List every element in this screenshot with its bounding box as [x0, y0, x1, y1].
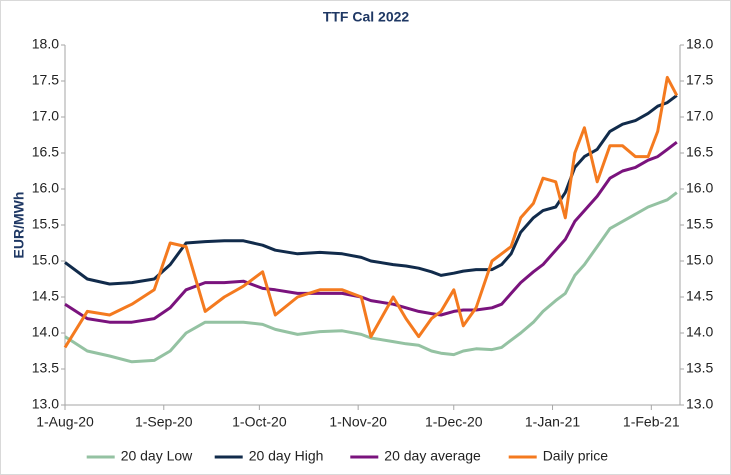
y2-tick-label: 18.0 — [686, 36, 713, 52]
x-tick-label: 1-Aug-20 — [36, 414, 94, 430]
legend-label: 20 day Low — [121, 448, 193, 464]
legend-label: Daily price — [543, 448, 609, 464]
y2-tick-label: 13.5 — [686, 360, 713, 376]
y-tick-label: 13.5 — [32, 360, 59, 376]
y-tick-label: 13.0 — [32, 396, 59, 412]
y2-tick-label: 14.5 — [686, 288, 713, 304]
y-tick-label: 16.5 — [32, 144, 59, 160]
series-line — [64, 141, 678, 324]
y2-tick-label: 17.5 — [686, 72, 713, 88]
y-tick-label: 18.0 — [32, 36, 59, 52]
x-tick-label: 1-Dec-20 — [425, 414, 483, 430]
y2-tick-label: 14.0 — [686, 324, 713, 340]
y2-tick-label: 13.0 — [686, 396, 713, 412]
y2-tick-label: 15.5 — [686, 216, 713, 232]
y-tick-label: 14.5 — [32, 288, 59, 304]
y2-tick-label: 17.0 — [686, 108, 713, 124]
y-tick-label: 15.5 — [32, 216, 59, 232]
y-tick-label: 15.0 — [32, 252, 59, 268]
y-axis-label: EUR/MWh — [11, 192, 27, 259]
series-line — [64, 94, 678, 286]
y-tick-label: 14.0 — [32, 324, 59, 340]
y-tick-label: 17.5 — [32, 72, 59, 88]
y2-tick-label: 15.0 — [686, 252, 713, 268]
x-tick-label: 1-Oct-20 — [232, 414, 287, 430]
y2-tick-label: 16.5 — [686, 144, 713, 160]
x-tick-label: 1-Jan-21 — [525, 414, 580, 430]
chart-title: TTF Cal 2022 — [323, 9, 410, 25]
y2-tick-label: 16.0 — [686, 180, 713, 196]
y-tick-label: 16.0 — [32, 180, 59, 196]
x-tick-label: 1-Nov-20 — [329, 414, 387, 430]
legend-label: 20 day High — [249, 448, 324, 464]
x-tick-label: 1-Sep-20 — [135, 414, 193, 430]
y-tick-label: 17.0 — [32, 108, 59, 124]
x-tick-label: 1-Feb-21 — [623, 414, 680, 430]
series-line — [63, 75, 679, 349]
legend-label: 20 day average — [384, 448, 481, 464]
series-line — [64, 191, 678, 364]
